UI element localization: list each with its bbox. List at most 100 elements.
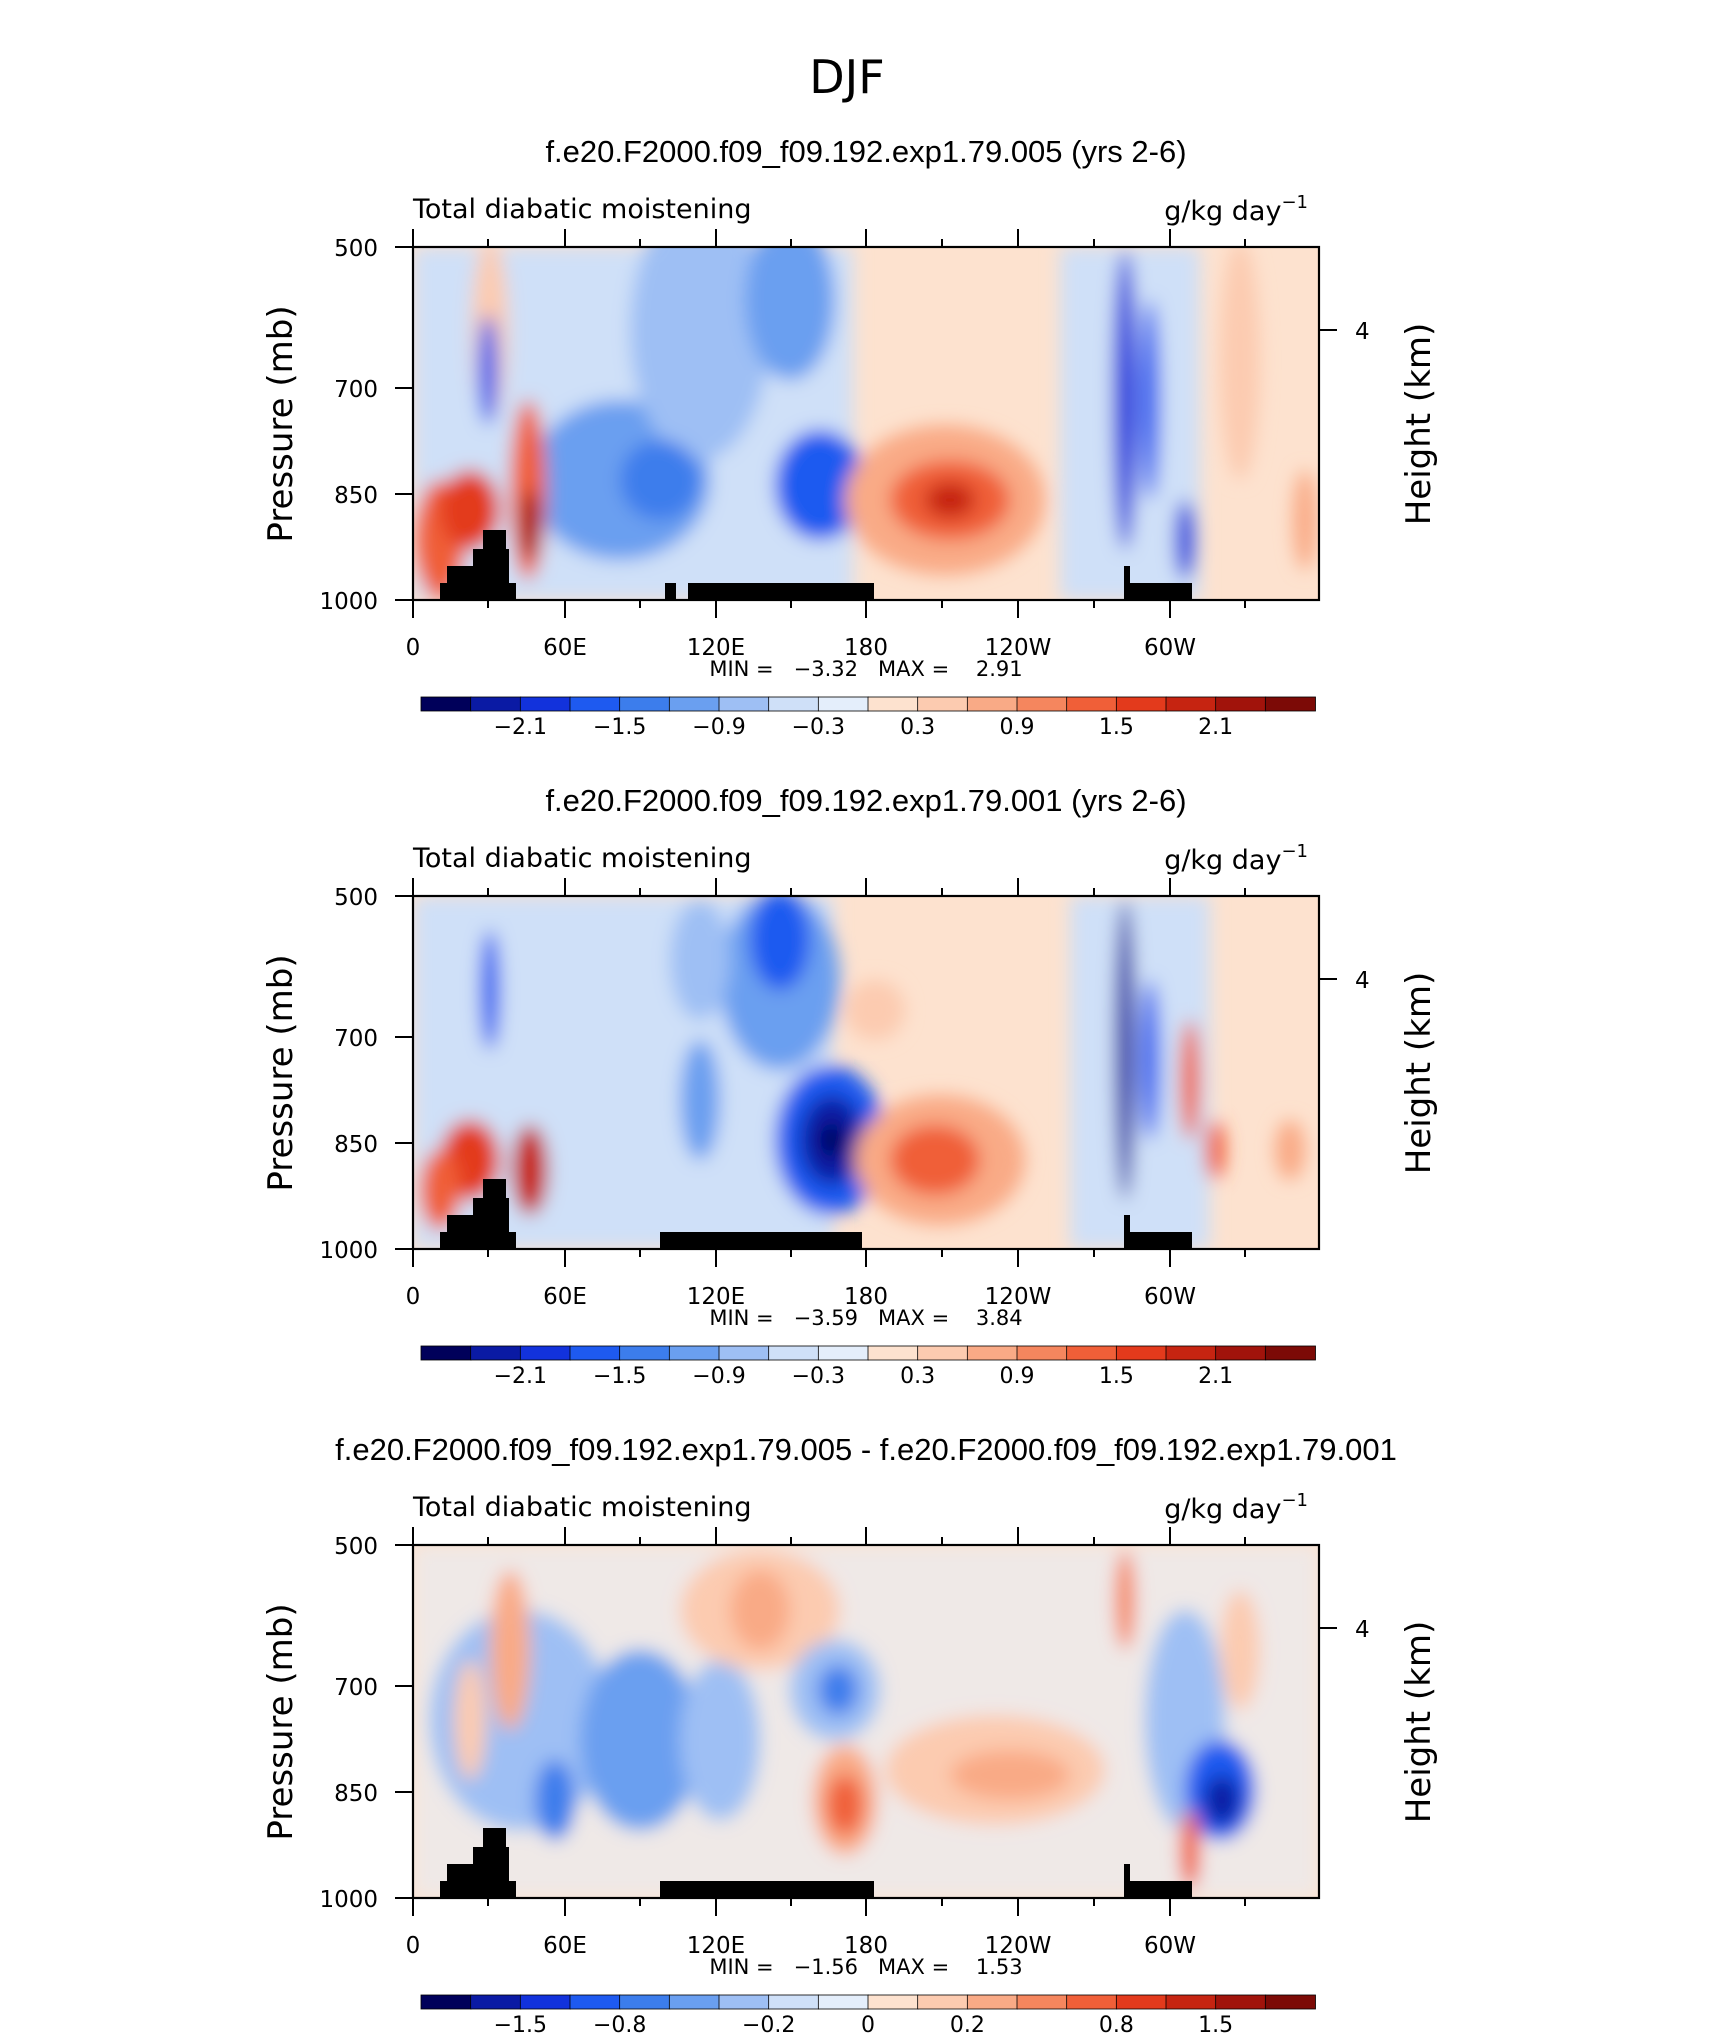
y-tick-label: 1000 xyxy=(319,589,378,615)
y-axis-label-right: Height (km) xyxy=(1399,323,1439,526)
land xyxy=(1124,566,1130,583)
colorbar-swatch xyxy=(1264,1345,1316,1361)
blob xyxy=(670,900,730,1020)
colorbar-label: −1.5 xyxy=(593,715,646,740)
min-max-stats: MIN = −3.59 MAX = 3.84 xyxy=(709,1306,1022,1330)
panel-2: f.e20.F2000.f09_f09.192.exp1.79.005 - f.… xyxy=(261,1432,1439,2038)
y-tick-label: 500 xyxy=(334,236,378,262)
colorbar-swatch xyxy=(867,1345,919,1361)
colorbar-label: −2.1 xyxy=(494,715,547,740)
colorbar-swatch xyxy=(420,696,472,712)
x-tick-labels: 0 60E 120E 180 120W 60W xyxy=(406,1933,1196,1959)
contour-field xyxy=(413,247,1319,600)
blob xyxy=(1175,500,1195,580)
x-tick-labels: 0 60E 120E 180 120W 60W xyxy=(406,1284,1196,1310)
colorbar-swatch xyxy=(1165,1994,1217,2010)
colorbar-swatch xyxy=(1016,1345,1068,1361)
blob xyxy=(890,1125,980,1195)
units-exponent: −1 xyxy=(1281,841,1308,862)
blob xyxy=(478,315,498,425)
blob xyxy=(950,1750,1070,1800)
colorbar-swatch xyxy=(1016,696,1068,712)
blob xyxy=(1113,250,1137,550)
colorbar-label: 1.5 xyxy=(1198,2013,1233,2038)
colorbar-swatch xyxy=(1066,1345,1118,1361)
land xyxy=(1124,583,1192,600)
colorbar-swatch xyxy=(668,1994,720,2010)
land-mask xyxy=(440,530,1192,600)
blob xyxy=(535,1760,575,1840)
colorbar-swatch xyxy=(768,1345,820,1361)
land xyxy=(688,583,874,600)
colorbar-swatch xyxy=(1115,696,1167,712)
y-tick-labels: 500 700 850 1000 xyxy=(319,885,378,1264)
units-exponent: −1 xyxy=(1281,192,1308,213)
blob xyxy=(1140,980,1160,1140)
panel-1: f.e20.F2000.f09_f09.192.exp1.79.001 (yrs… xyxy=(261,783,1439,1389)
colorbar-swatch xyxy=(470,1345,522,1361)
contour-field xyxy=(413,1545,1319,1898)
colorbar-swatch xyxy=(917,1345,969,1361)
left-string: Total diabatic moistening xyxy=(412,843,751,874)
colorbar-swatch xyxy=(519,1345,571,1361)
colorbar-swatch xyxy=(966,1994,1018,2010)
colorbar-label: 0.8 xyxy=(1099,2013,1134,2038)
blob xyxy=(827,1775,863,1835)
colorbar-label: 2.1 xyxy=(1198,715,1233,740)
colorbar-swatch xyxy=(1165,696,1217,712)
x-tick-label: 180 xyxy=(844,635,888,661)
land xyxy=(1124,1881,1192,1898)
blob xyxy=(680,1040,720,1160)
colorbar-label: −0.9 xyxy=(692,715,745,740)
right-tick-label: 4 xyxy=(1355,1617,1370,1643)
colorbar-swatch xyxy=(668,1345,720,1361)
land xyxy=(440,583,516,600)
colorbar: −1.5 −0.8 −0.2 0 0.2 0.8 1.5 xyxy=(420,1994,1316,2038)
colorbar-label: 0 xyxy=(861,2013,875,2038)
blob xyxy=(1180,1020,1200,1140)
blob xyxy=(620,440,700,520)
x-tick-label: 120E xyxy=(687,635,745,661)
y-axis-label-right: Height (km) xyxy=(1399,1621,1439,1824)
colorbar-swatch xyxy=(817,696,869,712)
min-max-stats: MIN = −3.32 MAX = 2.91 xyxy=(709,657,1022,681)
colorbar-label: −0.9 xyxy=(692,1364,745,1389)
colorbar-label: 2.1 xyxy=(1198,1364,1233,1389)
y-axis-label: Pressure (mb) xyxy=(261,954,301,1191)
blob xyxy=(730,1570,790,1650)
colorbar-swatch xyxy=(817,1994,869,2010)
y-axis-label-right: Height (km) xyxy=(1399,972,1439,1175)
blob xyxy=(1140,300,1160,500)
land xyxy=(1124,1864,1130,1881)
colorbar-swatch xyxy=(619,1994,671,2010)
x-tick-label: 0 xyxy=(406,1933,421,1959)
contour-field xyxy=(413,896,1319,1249)
units-label: g/kg day−1 xyxy=(1164,841,1308,876)
land xyxy=(483,530,506,550)
left-string: Total diabatic moistening xyxy=(412,194,751,225)
colorbar-swatch xyxy=(1115,1345,1167,1361)
blob xyxy=(820,1122,844,1158)
land xyxy=(473,549,509,583)
right-tick-label: 4 xyxy=(1355,968,1370,994)
land xyxy=(447,566,481,583)
colorbar-swatch xyxy=(619,696,671,712)
x-tick-label: 180 xyxy=(844,1284,888,1310)
colorbar-label: 0.3 xyxy=(900,715,935,740)
panel-title: f.e20.F2000.f09_f09.192.exp1.79.005 (yrs… xyxy=(545,134,1186,169)
colorbar-swatch xyxy=(470,696,522,712)
y-tick-label: 500 xyxy=(334,885,378,911)
units-text: g/kg day xyxy=(1164,845,1281,876)
x-tick-label: 60W xyxy=(1144,1284,1196,1310)
colorbar-swatch xyxy=(1215,1994,1267,2010)
y-tick-label: 850 xyxy=(334,483,378,509)
x-tick-label: 120W xyxy=(985,1933,1052,1959)
colorbar-label: 1.5 xyxy=(1099,715,1134,740)
left-string: Total diabatic moistening xyxy=(412,1492,751,1523)
colorbar-swatch xyxy=(1165,1345,1217,1361)
y-tick-label: 500 xyxy=(334,1534,378,1560)
blob xyxy=(490,1570,530,1730)
colorbar-swatch xyxy=(1264,696,1316,712)
blob xyxy=(512,1125,548,1215)
